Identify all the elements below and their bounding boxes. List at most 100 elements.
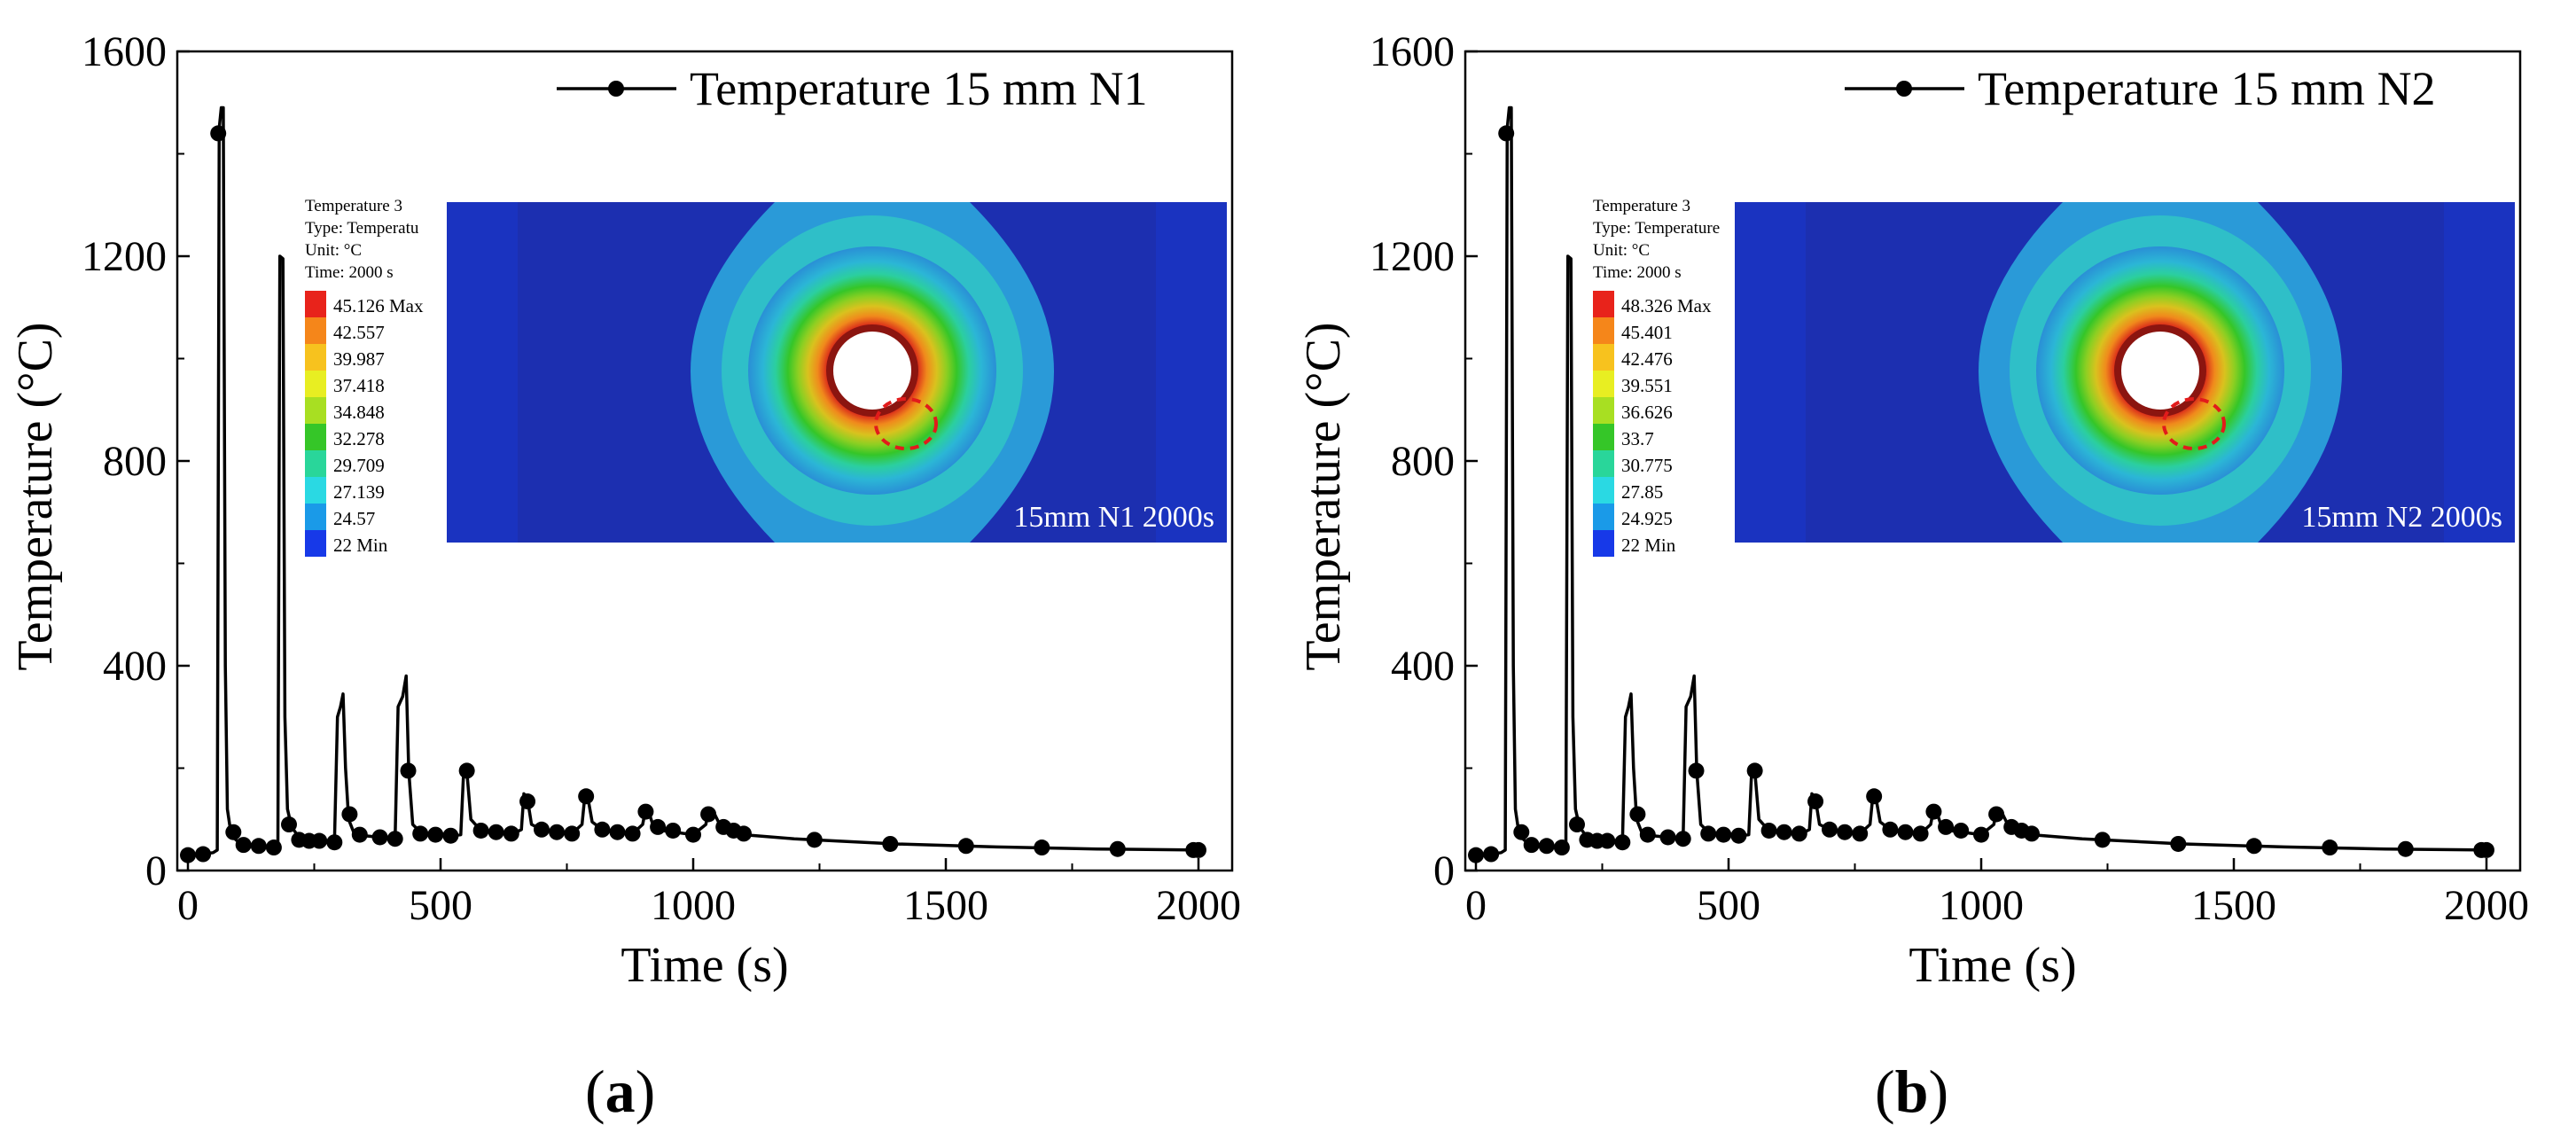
data-point xyxy=(472,822,489,839)
legend-level-label: 27.85 xyxy=(1621,481,1663,503)
data-point xyxy=(1190,841,1206,858)
inset-image: 15mm N2 2000s xyxy=(1735,202,2515,543)
legend-level-label: 22 Min xyxy=(333,535,388,556)
legend-time: Time: 2000 s xyxy=(305,263,394,282)
bolt-hole xyxy=(833,332,911,410)
legend-swatch xyxy=(1593,530,1614,557)
legend-level-label: 32.278 xyxy=(333,428,385,449)
legend-level-label: 42.557 xyxy=(333,322,385,343)
measurement-point-circle xyxy=(874,397,938,450)
data-point xyxy=(665,822,682,839)
legend-swatch xyxy=(305,504,326,530)
data-point xyxy=(1513,824,1530,840)
data-point xyxy=(1988,806,2005,823)
data-point xyxy=(700,806,717,823)
legend-level-label: 37.418 xyxy=(333,375,385,396)
data-point xyxy=(594,821,611,838)
x-tick-label: 1500 xyxy=(2191,882,2276,929)
y-tick-label: 1600 xyxy=(1370,28,1455,75)
data-point xyxy=(2397,840,2414,857)
data-point xyxy=(1498,125,1515,142)
chart-svg-a: 0 400 800 1200 1600 0 500 1000 1500 2000 Time (s) T… xyxy=(8,28,1241,993)
data-point xyxy=(882,835,899,852)
legend-title: Temperature 3 xyxy=(1593,197,1690,215)
data-point xyxy=(1639,826,1656,843)
data-point xyxy=(806,832,823,848)
data-point xyxy=(341,806,358,823)
legend-swatch xyxy=(305,424,326,450)
chart-panel-b: 0 400 800 1200 1600 0 500 1000 1500 2000 Time (s) T… xyxy=(1288,0,2576,1148)
legend-label: Temperature 15 mm N1 xyxy=(690,62,1148,115)
x-tick-label: 0 xyxy=(1465,882,1487,929)
y-tick-label: 1200 xyxy=(1370,233,1455,280)
x-tick-label: 1000 xyxy=(651,882,736,929)
data-point xyxy=(534,821,550,838)
data-point xyxy=(1468,847,1484,863)
legend-time: Time: 2000 s xyxy=(1593,263,1682,282)
legend-level-label: 45.401 xyxy=(1621,322,1673,343)
legend-swatch xyxy=(1593,344,1614,371)
legend-unit: Unit: °C xyxy=(1593,241,1650,260)
data-point xyxy=(1483,846,1500,863)
data-point xyxy=(195,846,212,863)
data-point xyxy=(326,834,343,851)
x-tick-label: 1000 xyxy=(1939,882,2024,929)
data-point xyxy=(210,125,227,142)
data-point xyxy=(1569,816,1585,833)
inset-caption: 15mm N2 2000s xyxy=(2301,501,2502,534)
data-point xyxy=(488,824,504,840)
data-point xyxy=(1897,824,1914,840)
y-tick-label: 0 xyxy=(145,847,167,894)
legend-type: Type: Temperature xyxy=(1593,219,1720,238)
data-point xyxy=(1614,834,1631,851)
data-point xyxy=(1953,822,1970,839)
inset-band xyxy=(1735,202,1806,543)
x-tick-label: 500 xyxy=(409,882,472,929)
data-point xyxy=(1538,838,1555,855)
data-point xyxy=(442,827,459,844)
data-point xyxy=(503,825,519,842)
legend-level-label: 29.709 xyxy=(333,455,385,476)
legend-swatch xyxy=(1593,317,1614,344)
legend-swatch xyxy=(305,344,326,371)
data-point xyxy=(1109,840,1126,857)
inset-caption: 15mm N1 2000s xyxy=(1013,501,1214,534)
data-point xyxy=(2245,838,2262,855)
data-point xyxy=(311,832,328,849)
data-point xyxy=(2094,832,2111,848)
chart-svg-b: 0 400 800 1200 1600 0 500 1000 1500 2000 Time (s) T… xyxy=(1296,28,2529,993)
data-point xyxy=(1912,825,1929,842)
legend-level-label: 33.7 xyxy=(1621,428,1654,449)
data-point xyxy=(1730,827,1747,844)
legend-title: Temperature 3 xyxy=(305,197,402,215)
legend-level-label: 39.987 xyxy=(333,348,385,370)
data-point xyxy=(549,824,566,840)
data-point xyxy=(650,818,667,835)
x-tick-label: 2000 xyxy=(2444,882,2529,929)
y-axis-label: Temperature (°C) xyxy=(8,322,63,670)
data-point xyxy=(609,824,626,840)
measurement-point-circle xyxy=(2162,397,2226,450)
data-point xyxy=(1837,824,1854,840)
data-point xyxy=(1866,788,1883,805)
legend-marker xyxy=(608,81,624,97)
x-tick-label: 1500 xyxy=(903,882,988,929)
data-point xyxy=(250,838,267,855)
data-point xyxy=(624,825,641,842)
data-point xyxy=(1938,818,1955,835)
data-point xyxy=(637,803,654,820)
data-point xyxy=(1973,826,1989,843)
legend-swatch xyxy=(1593,477,1614,504)
legend-swatch xyxy=(305,317,326,344)
legend-label: Temperature 15 mm N2 xyxy=(1978,62,2436,115)
data-point xyxy=(458,762,475,779)
data-point xyxy=(564,825,581,842)
legend-level-label: 27.139 xyxy=(333,481,385,503)
inset-band xyxy=(2444,202,2515,543)
data-point xyxy=(1807,793,1824,810)
data-point xyxy=(400,762,417,779)
x-axis-label: Time (s) xyxy=(1909,938,2076,993)
chart-panel-a: 0 400 800 1200 1600 0 500 1000 1500 2000 Time (s) T… xyxy=(8,28,1241,1125)
data-point xyxy=(371,829,388,846)
legend-swatch xyxy=(1593,424,1614,450)
